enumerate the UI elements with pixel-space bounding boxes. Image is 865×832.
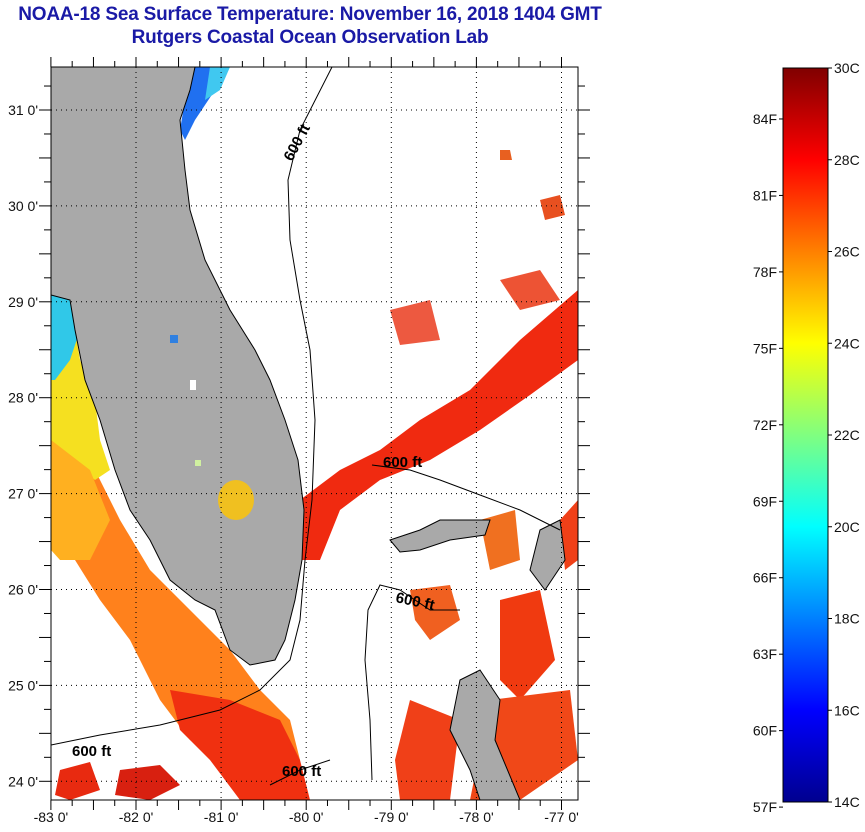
colorbar-celsius-labels: 30C 28C 26C 24C 22C 20C 18C 16C 14C xyxy=(828,60,860,810)
y-tick-label: 24 0' xyxy=(8,773,38,789)
colorbar-celsius-label: 14C xyxy=(834,794,860,810)
isobath-600ft xyxy=(371,464,561,531)
st-johns-river xyxy=(202,164,218,236)
map-frame xyxy=(50,66,579,801)
x-tick-label: -77 0' xyxy=(544,809,579,825)
map-content xyxy=(51,67,578,800)
colorbar-fahrenheit-label: 63F xyxy=(753,646,777,662)
sst-cold-north-light xyxy=(205,67,230,100)
sst-scatter-ne xyxy=(540,195,565,220)
land-bahamas-grand xyxy=(389,519,491,553)
colorbar-celsius-label: 16C xyxy=(834,702,860,718)
x-tick-label: -83 0' xyxy=(34,809,69,825)
land-bahamas-abaco xyxy=(529,519,566,591)
sst-gulf-yellow-orange xyxy=(51,440,110,560)
colorbar-fahrenheit-label: 72F xyxy=(753,417,777,433)
x-tick-label: -81 0' xyxy=(204,809,239,825)
colorbar-fahrenheit-labels: 84F 81F 78F 75F 72F 69F 66F 63F 60F 57F xyxy=(753,111,783,815)
colorbar xyxy=(782,67,829,803)
sst-patch xyxy=(55,762,100,800)
land-bahamas-andros xyxy=(449,669,521,800)
colorbar-fahrenheit-label: 60F xyxy=(753,723,777,739)
x-tick-label: -78 0' xyxy=(459,809,494,825)
y-axis-labels: 31 0' 30 0' 29 0' 28 0' 27 0' 26 0' 25 0' 24 0' xyxy=(8,102,38,789)
x-axis-labels: -83 0' -82 0' -81 0' -80 0' -79 0' -78 0' -77 … xyxy=(34,809,579,825)
graticule xyxy=(51,67,578,800)
sst-gulf-red-south xyxy=(170,690,310,800)
colorbar-celsius-label: 28C xyxy=(834,152,860,168)
inland-lake xyxy=(170,335,178,343)
colorbar-celsius-label: 18C xyxy=(834,611,860,627)
inland-lake xyxy=(195,460,201,466)
contour-label: 600 ft xyxy=(72,743,111,760)
sst-patch xyxy=(480,510,520,570)
sst-patch xyxy=(500,590,555,700)
chart-title: NOAA-18 Sea Surface Temperature: Novembe… xyxy=(18,4,602,25)
isobath-600ft xyxy=(364,584,460,781)
sst-patch xyxy=(115,765,180,800)
colorbar-celsius-label: 30C xyxy=(834,60,860,76)
x-tick-label: -82 0' xyxy=(119,809,154,825)
y-tick-label: 27 0' xyxy=(8,486,38,502)
sst-scatter-ne xyxy=(500,150,512,160)
isobath-600ft xyxy=(269,759,331,786)
colorbar-celsius-label: 26C xyxy=(834,244,860,260)
colorbar-fahrenheit-label: 81F xyxy=(753,187,777,203)
x-tick-label: -80 0' xyxy=(289,809,324,825)
inland-lake xyxy=(190,380,196,390)
sst-patch xyxy=(410,585,460,640)
sst-scatter-ne xyxy=(500,270,560,310)
colorbar-celsius-label: 24C xyxy=(834,335,860,351)
colorbar-fahrenheit-label: 69F xyxy=(753,493,777,509)
colorbar-fahrenheit-label: 66F xyxy=(753,570,777,586)
sst-scatter-ne xyxy=(390,300,440,345)
y-tick-label: 30 0' xyxy=(8,198,38,214)
colorbar-fahrenheit-label: 75F xyxy=(753,340,777,356)
contour-label: 600 ft xyxy=(282,763,321,780)
lake-okeechobee xyxy=(218,480,254,520)
sst-gulf-stream xyxy=(300,290,578,560)
axis-ticks xyxy=(39,57,590,810)
colorbar-fahrenheit-label: 57F xyxy=(753,799,777,815)
chart-subtitle: Rutgers Coastal Ocean Observation Lab xyxy=(131,27,489,48)
y-tick-label: 25 0' xyxy=(8,677,38,693)
y-tick-label: 31 0' xyxy=(8,102,38,118)
isobath-600ft xyxy=(51,67,333,746)
colorbar-fahrenheit-label: 78F xyxy=(753,264,777,280)
y-tick-label: 29 0' xyxy=(8,294,38,310)
y-tick-label: 26 0' xyxy=(8,582,38,598)
colorbar-celsius-label: 22C xyxy=(834,427,860,443)
y-tick-label: 28 0' xyxy=(8,390,38,406)
contour-label: 600 ft xyxy=(383,454,422,471)
sst-patch xyxy=(395,700,460,800)
colorbar-fahrenheit-label: 84F xyxy=(753,111,777,127)
x-tick-label: -79 0' xyxy=(374,809,409,825)
colorbar-celsius-label: 20C xyxy=(834,519,860,535)
